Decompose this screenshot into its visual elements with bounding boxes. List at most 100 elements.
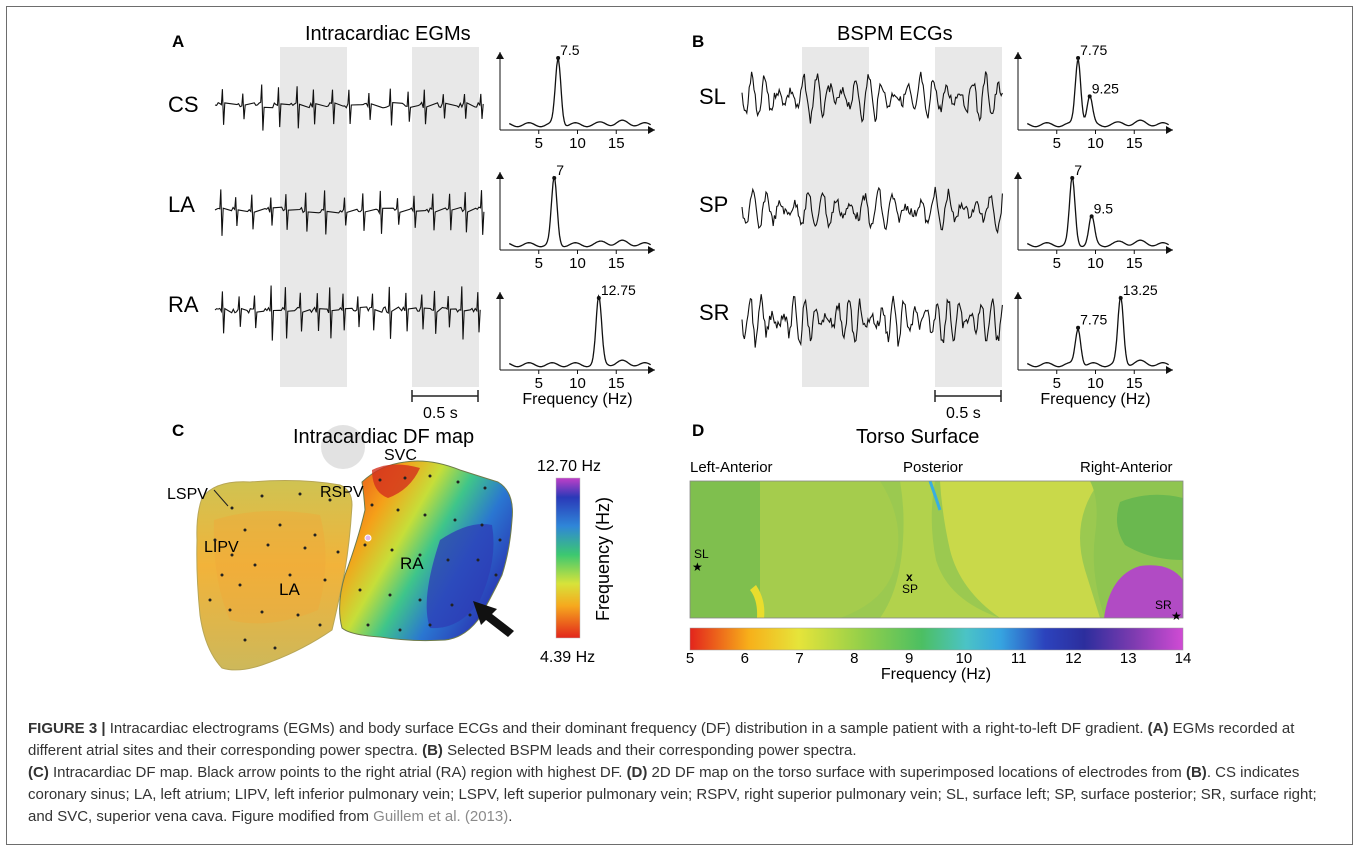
- ecg-trace-sp: [741, 186, 1003, 235]
- egm-trace-la: [214, 189, 485, 236]
- electrode-sp-label: SP: [902, 582, 918, 596]
- peak-marker: [1118, 296, 1123, 301]
- axis-arrow-icon: [1014, 52, 1022, 59]
- catheter-shadow: [321, 425, 365, 469]
- region-posterior: Posterior: [903, 459, 963, 476]
- peak-label: 13.25: [1123, 282, 1158, 298]
- peak-label: 9.5: [1094, 200, 1114, 216]
- label-svc: SVC: [384, 447, 417, 464]
- spectrum-tick-label: 10: [1087, 375, 1104, 392]
- electrode-sp-marker: x: [906, 570, 913, 584]
- lead-label-sp: SP: [699, 192, 728, 217]
- spectrum-tick-label: 5: [1053, 375, 1061, 392]
- electrode-sr-label: SR: [1155, 598, 1172, 612]
- axis-arrow-icon: [1166, 366, 1173, 374]
- peak-label: 7.75: [1080, 42, 1107, 58]
- colorbar-d-tick: 7: [795, 650, 803, 667]
- caption-figure-number: FIGURE 3 |: [28, 720, 106, 737]
- colorbar-c-label: Frequency (Hz): [593, 497, 613, 621]
- spectrum-tick-label: 5: [1053, 135, 1061, 152]
- egm-trace-cs: [214, 84, 484, 131]
- colorbar-d-label: Frequency (Hz): [881, 666, 991, 683]
- lead-label-ra: RA: [168, 292, 199, 317]
- figure-graphic: A Intracardiac EGMs CS LA RA 0.5 s 5 10 15…: [167, 23, 1192, 683]
- label-ra: RA: [400, 554, 424, 573]
- region-left-anterior: Left-Anterior: [690, 459, 773, 476]
- spectrum-tick-label: 10: [569, 255, 586, 272]
- scalebar-b-label: 0.5 s: [946, 405, 981, 422]
- reference-link[interactable]: Guillem et al. (2013): [373, 808, 509, 825]
- peak-marker: [1070, 176, 1075, 181]
- spectrum-tick-label: 10: [569, 135, 586, 152]
- lead-label-sr: SR: [699, 300, 730, 325]
- spectrum-curve-sr: [1026, 295, 1169, 368]
- colorbar-c-max: 12.70 Hz: [537, 458, 601, 475]
- colorbar-d-tick: 10: [956, 650, 973, 667]
- label-lipv: LIPV: [204, 539, 239, 556]
- panel-b-letter: B: [692, 32, 704, 51]
- egm-trace-ra: [214, 285, 481, 341]
- peak-marker: [1089, 214, 1094, 219]
- panel-a-title: Intracardiac EGMs: [305, 23, 471, 45]
- spectrum-tick-label: 5: [535, 135, 543, 152]
- spectrum-tick-label: 15: [608, 255, 625, 272]
- axis-arrow-icon: [648, 126, 655, 134]
- panel-d-letter: D: [692, 421, 704, 440]
- left-atrium-map: [196, 480, 353, 671]
- label-la: LA: [279, 580, 300, 599]
- spectrum-xlabel: Frequency (Hz): [1040, 391, 1150, 408]
- torso-df-map: [689, 480, 1184, 619]
- scalebar-a-label: 0.5 s: [423, 405, 458, 422]
- axis-arrow-icon: [496, 292, 504, 299]
- spectrum-xlabel: Frequency (Hz): [522, 391, 632, 408]
- electrode-sr-marker: ★: [1171, 609, 1182, 623]
- axis-arrow-icon: [496, 52, 504, 59]
- spectra-b: 5 10 15 7.75 9.25 5 10 15 7 9.5 5 10 15 7.75 13.25 Freq…: [1014, 42, 1173, 408]
- colorbar-d: [689, 627, 1184, 651]
- label-lspv: LSPV: [167, 486, 208, 503]
- electrode-points: [208, 474, 502, 650]
- spectrum-tick-label: 15: [1126, 375, 1143, 392]
- peak-marker: [596, 296, 601, 301]
- peak-marker: [552, 176, 557, 181]
- axis-arrow-icon: [1166, 126, 1173, 134]
- peak-label: 7: [556, 162, 564, 178]
- electrode-sl-marker: ★: [692, 560, 703, 574]
- spectrum-curve-cs: [508, 58, 651, 128]
- colorbar-d-ticks: 5 6 7 8 9 10 11 12 13 14: [686, 650, 1192, 667]
- egm-traces: [214, 84, 485, 341]
- spectrum-tick-label: 15: [1126, 135, 1143, 152]
- panel-d-title: Torso Surface: [856, 426, 979, 448]
- figure-caption: FIGURE 3 | Intracardiac electrograms (EG…: [28, 720, 1317, 825]
- spectrum-tick-label: 10: [1087, 255, 1104, 272]
- electrode-sl-label: SL: [694, 547, 709, 561]
- peak-label: 12.75: [601, 282, 636, 298]
- peak-label: 7.75: [1080, 312, 1107, 328]
- colorbar-c: [555, 477, 581, 639]
- spectrum-tick-label: 5: [535, 375, 543, 392]
- spectrum-curve-sp: [1026, 175, 1169, 248]
- spectrum-tick-label: 15: [608, 375, 625, 392]
- colorbar-d-tick: 8: [850, 650, 858, 667]
- spectrum-tick-label: 10: [1087, 135, 1104, 152]
- panel-b-title: BSPM ECGs: [837, 23, 953, 45]
- colorbar-d-tick: 6: [741, 650, 749, 667]
- spectrum-tick-label: 5: [1053, 255, 1061, 272]
- highest-df-arrow-icon: [473, 601, 514, 637]
- panel-c-title: Intracardiac DF map: [293, 426, 474, 448]
- lead-label-sl: SL: [699, 84, 726, 109]
- peak-marker: [1076, 325, 1081, 330]
- axis-arrow-icon: [496, 172, 504, 179]
- spectrum-tick-label: 10: [569, 375, 586, 392]
- spectrum-curve-ra: [508, 294, 651, 368]
- label-rspv: RSPV: [320, 484, 364, 501]
- colorbar-d-tick: 14: [1175, 650, 1192, 667]
- axis-arrow-icon: [1014, 172, 1022, 179]
- colorbar-c-min: 4.39 Hz: [540, 649, 595, 666]
- peak-marker: [556, 56, 561, 61]
- spectrum-tick-label: 5: [535, 255, 543, 272]
- axis-arrow-icon: [1014, 292, 1022, 299]
- spectrum-tick-label: 15: [1126, 255, 1143, 272]
- ecg-trace-sr: [741, 294, 1003, 348]
